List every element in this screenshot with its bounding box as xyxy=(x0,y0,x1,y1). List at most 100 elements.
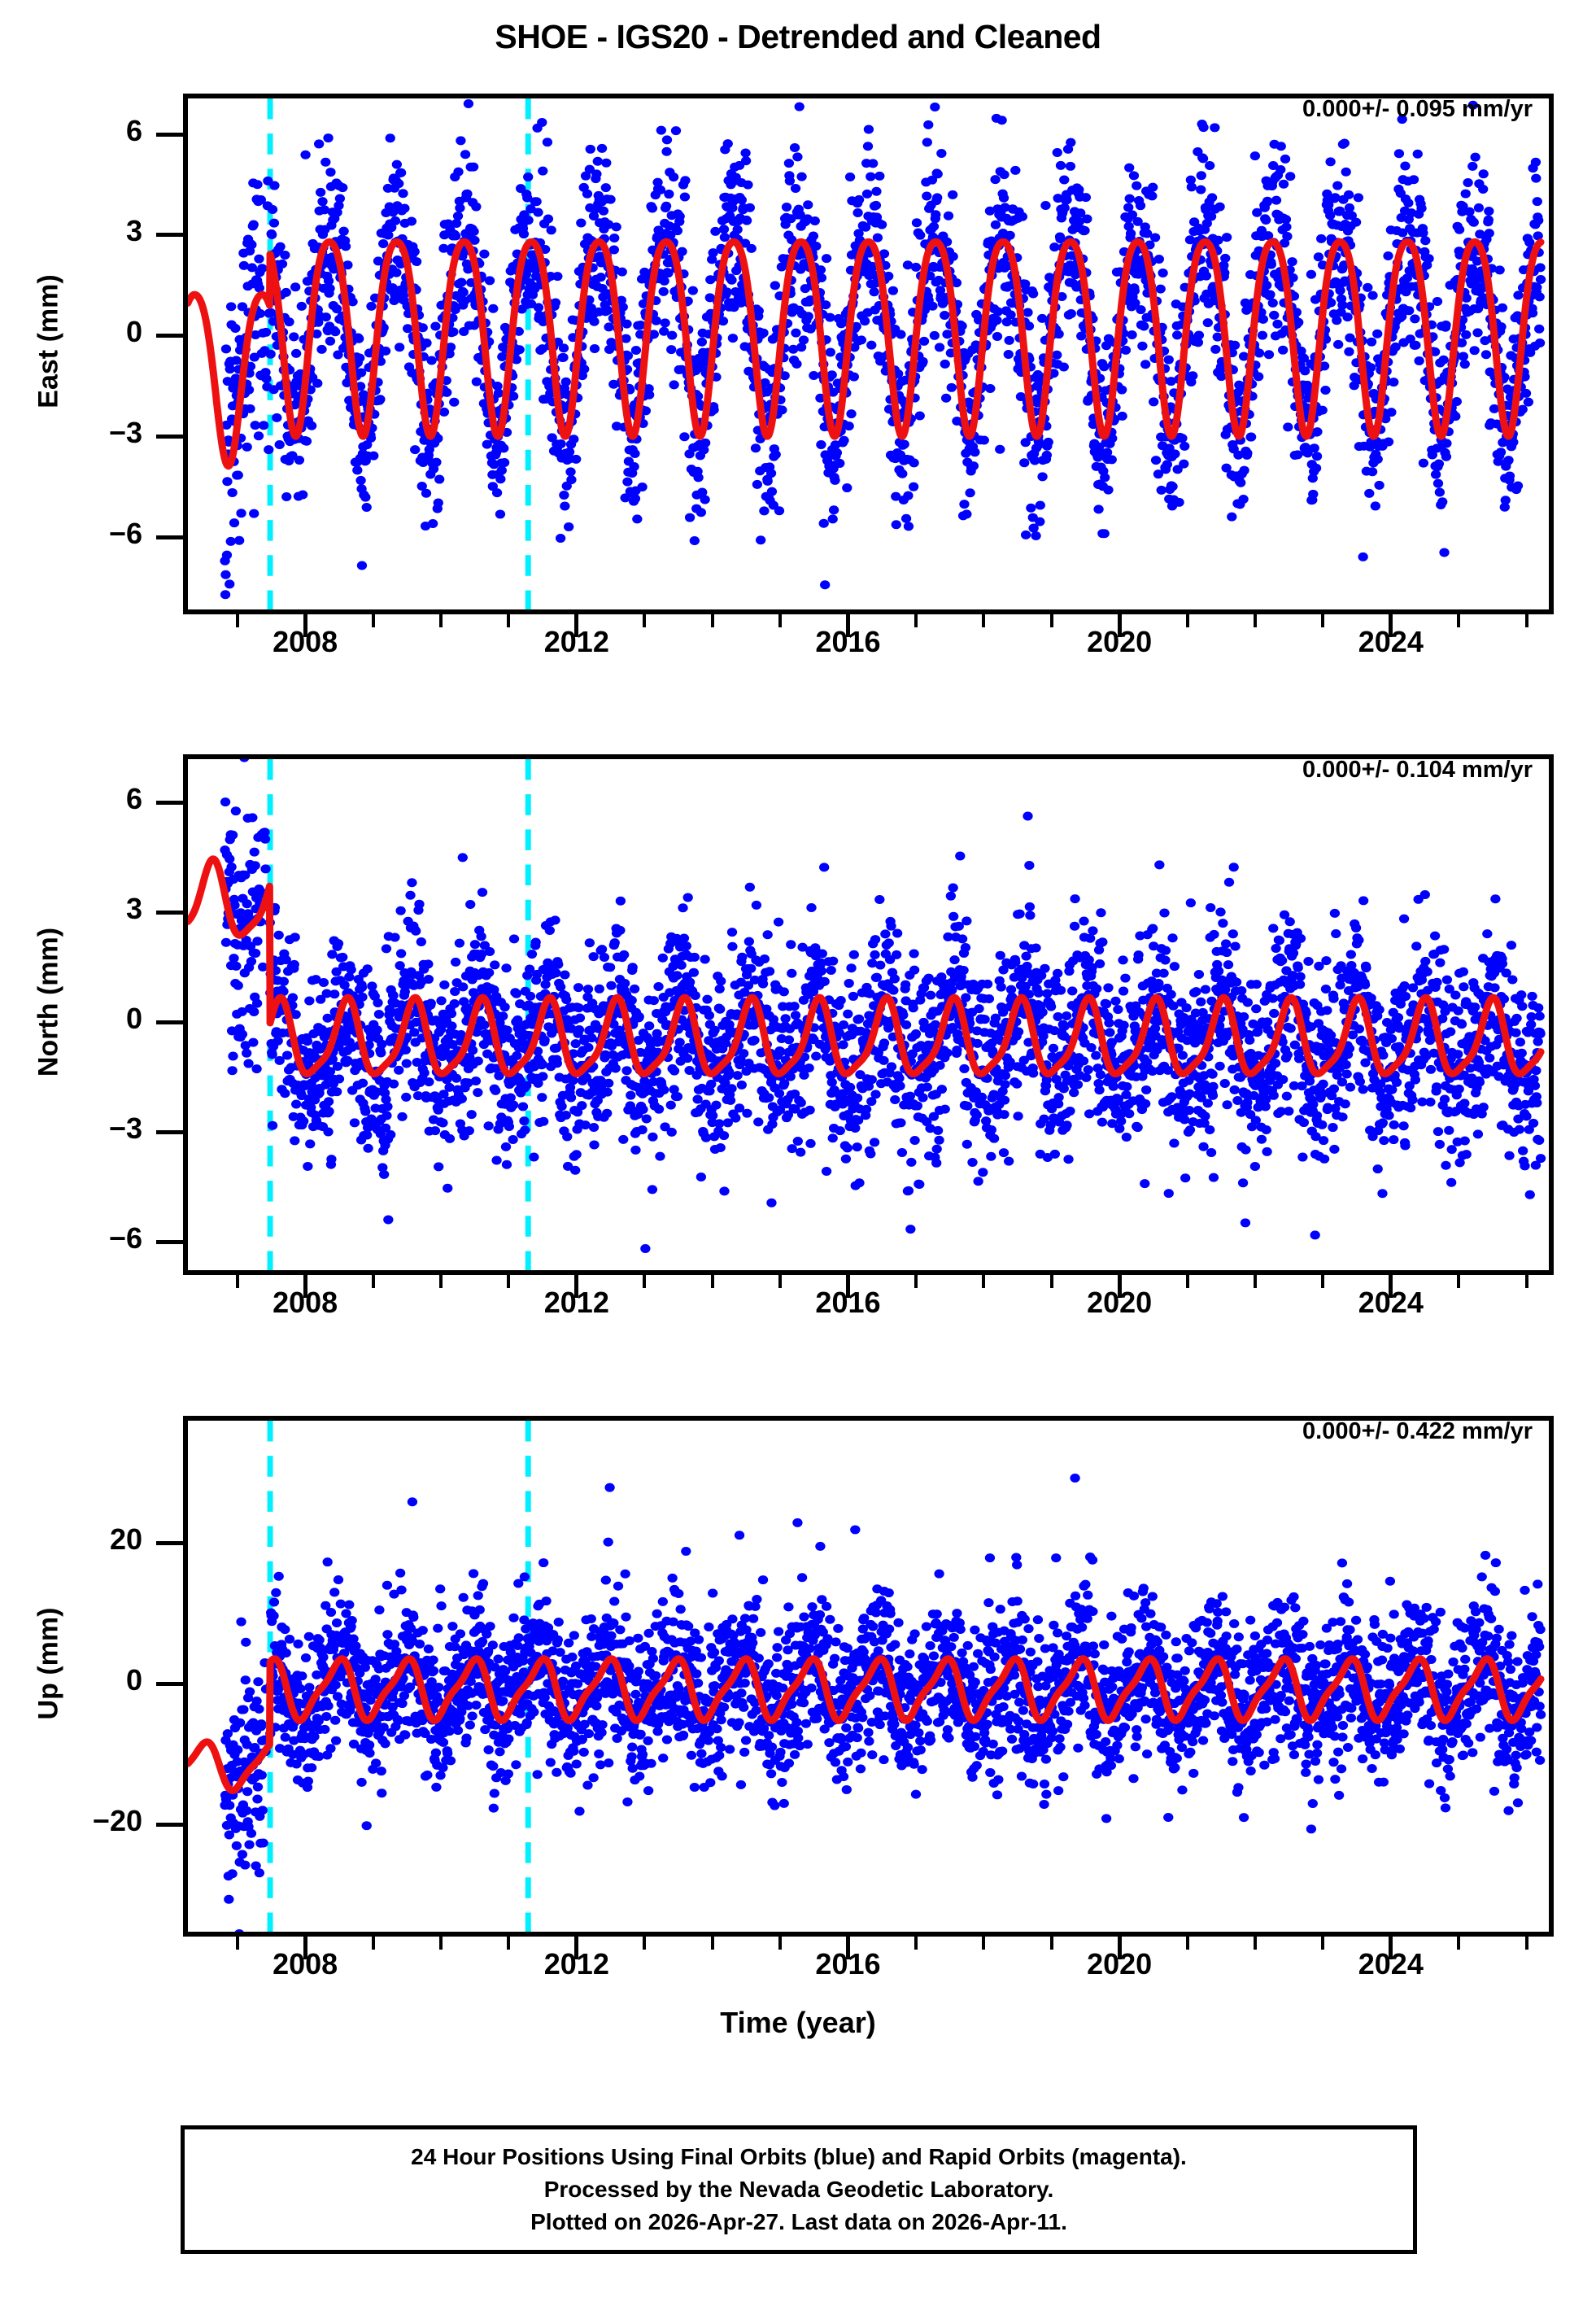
y-tickmark-north-2 xyxy=(156,1020,183,1024)
x-tickmark-major-north-0 xyxy=(303,1275,307,1298)
x-tickmark-minor-north-12 xyxy=(1321,1275,1325,1288)
x-tickmark-minor-east-3 xyxy=(507,614,511,627)
x-tickmark-minor-east-0 xyxy=(235,614,239,627)
x-tickmark-major-north-4 xyxy=(1389,1275,1393,1298)
x-tickmark-major-north-3 xyxy=(1117,1275,1122,1298)
x-tickmark-minor-up-13 xyxy=(1457,1937,1461,1950)
x-axis-label: Time (year) xyxy=(720,2006,876,2039)
x-tickmark-minor-north-9 xyxy=(1049,1275,1053,1288)
y-tick-east-3: −3 xyxy=(108,416,142,450)
rate-annotation-up: 0.000+/- 0.422 mm/yr xyxy=(1302,1418,1533,1444)
x-tickmark-major-east-1 xyxy=(574,614,579,637)
x-tickmark-minor-east-12 xyxy=(1321,614,1325,627)
y-tick-north-3: −3 xyxy=(108,1112,142,1146)
panel-up: Up (mm) 20 0 −20 0.000+/- 0.422 mm/yr 2008… xyxy=(0,1322,1596,2039)
x-tickmark-minor-north-3 xyxy=(507,1275,511,1288)
y-tick-up-1: 0 xyxy=(125,1662,142,1697)
x-tickmark-major-east-2 xyxy=(845,614,850,637)
x-tickmark-minor-up-7 xyxy=(914,1937,918,1950)
x-tickmark-minor-east-8 xyxy=(982,614,986,627)
x-tickmark-minor-up-11 xyxy=(1253,1937,1257,1950)
y-tick-east-2: 0 xyxy=(125,315,142,349)
x-tickmark-minor-east-2 xyxy=(438,614,443,627)
panel-north: North (mm) 6 3 0 −3 −6 0.000+/- 0.104 mm/yr … xyxy=(0,661,1596,1336)
x-tickmark-minor-north-1 xyxy=(371,1275,375,1288)
x-tickmark-minor-north-2 xyxy=(438,1275,443,1288)
plot-area-up xyxy=(183,1416,1554,1937)
x-tickmark-minor-north-11 xyxy=(1253,1275,1257,1288)
y-tickmark-up-0 xyxy=(156,1540,183,1545)
x-tickmark-minor-east-11 xyxy=(1253,614,1257,627)
caption-line-3: Plotted on 2026-Apr-27. Last data on 202… xyxy=(530,2208,1067,2234)
y-tickmark-east-2 xyxy=(156,334,183,338)
y-tickmark-north-4 xyxy=(156,1240,183,1245)
x-tickmark-major-north-2 xyxy=(845,1275,850,1298)
x-tickmark-minor-up-12 xyxy=(1321,1937,1325,1950)
x-tickmark-minor-east-14 xyxy=(1524,614,1528,627)
x-tickmark-minor-north-4 xyxy=(643,1275,647,1288)
x-tickmark-minor-north-8 xyxy=(982,1275,986,1288)
x-tickmark-minor-north-13 xyxy=(1457,1275,1461,1288)
y-tick-up-2: −20 xyxy=(92,1803,142,1837)
y-tickmark-east-4 xyxy=(156,535,183,540)
y-tickmark-up-2 xyxy=(156,1822,183,1827)
x-tickmark-minor-east-4 xyxy=(643,614,647,627)
scatter-canvas-east xyxy=(188,98,1546,609)
x-tickmark-major-up-2 xyxy=(845,1937,850,1959)
y-tick-east-4: −6 xyxy=(108,517,142,551)
x-tickmark-minor-north-14 xyxy=(1524,1275,1528,1288)
y-tickmark-east-1 xyxy=(156,233,183,238)
y-tickmark-north-1 xyxy=(156,910,183,915)
x-tickmark-minor-east-5 xyxy=(710,614,714,627)
caption-box: 24 Hour Positions Using Final Orbits (bl… xyxy=(181,2125,1417,2254)
y-tickmark-east-0 xyxy=(156,132,183,137)
figure-title: SHOE - IGS20 - Detrended and Cleaned xyxy=(495,18,1101,55)
y-tick-east-1: 3 xyxy=(125,214,142,248)
x-tickmark-minor-up-14 xyxy=(1524,1937,1528,1950)
y-tick-up-0: 20 xyxy=(109,1522,142,1556)
x-tickmark-major-east-3 xyxy=(1117,614,1122,637)
x-tickmark-minor-north-6 xyxy=(778,1275,783,1288)
x-tickmark-minor-up-8 xyxy=(982,1937,986,1950)
x-tickmark-major-east-4 xyxy=(1389,614,1393,637)
x-tickmark-minor-east-1 xyxy=(371,614,375,627)
caption-line-2: Processed by the Nevada Geodetic Laborat… xyxy=(543,2177,1054,2203)
y-tick-north-1: 3 xyxy=(125,891,142,925)
x-tickmark-major-up-4 xyxy=(1389,1937,1393,1959)
y-tickmark-east-3 xyxy=(156,435,183,439)
y-tick-north-2: 0 xyxy=(125,1002,142,1035)
caption-line-1: 24 Hour Positions Using Final Orbits (bl… xyxy=(411,2144,1187,2170)
plot-area-north xyxy=(183,754,1554,1275)
plot-area-east xyxy=(183,94,1554,614)
scatter-canvas-up xyxy=(188,1421,1546,1932)
y-tick-north-0: 6 xyxy=(125,781,142,815)
x-tickmark-minor-north-7 xyxy=(914,1275,918,1288)
scatter-canvas-north xyxy=(188,759,1546,1270)
x-tickmark-major-up-1 xyxy=(574,1937,579,1959)
x-tickmark-minor-up-9 xyxy=(1049,1937,1053,1950)
x-tickmark-minor-north-0 xyxy=(235,1275,239,1288)
y-tickmark-up-1 xyxy=(156,1681,183,1686)
x-tickmark-minor-up-6 xyxy=(778,1937,783,1950)
rate-annotation-east: 0.000+/- 0.095 mm/yr xyxy=(1302,96,1533,122)
x-tickmark-minor-up-3 xyxy=(507,1937,511,1950)
x-tickmark-major-up-3 xyxy=(1117,1937,1122,1959)
x-tickmark-major-up-0 xyxy=(303,1937,307,1959)
y-tickmark-north-3 xyxy=(156,1130,183,1135)
x-tickmark-minor-north-10 xyxy=(1185,1275,1189,1288)
panel-east: East (mm) 6 3 0 −3 −6 0.000+/- 0.095 mm/yr 2… xyxy=(0,0,1596,675)
x-tickmark-minor-up-2 xyxy=(438,1937,443,1950)
x-tickmark-minor-east-10 xyxy=(1185,614,1189,627)
x-tickmark-minor-east-7 xyxy=(914,614,918,627)
rate-annotation-north: 0.000+/- 0.104 mm/yr xyxy=(1302,757,1533,783)
x-tickmark-minor-up-5 xyxy=(710,1937,714,1950)
x-tickmark-minor-east-13 xyxy=(1457,614,1461,627)
x-tickmark-minor-east-9 xyxy=(1049,614,1053,627)
x-tickmark-major-east-0 xyxy=(303,614,307,637)
x-tickmark-minor-up-1 xyxy=(371,1937,375,1950)
x-tickmark-minor-up-10 xyxy=(1185,1937,1189,1950)
y-tick-east-0: 6 xyxy=(125,113,142,147)
x-tickmark-minor-north-5 xyxy=(710,1275,714,1288)
x-tickmark-minor-up-0 xyxy=(235,1937,239,1950)
